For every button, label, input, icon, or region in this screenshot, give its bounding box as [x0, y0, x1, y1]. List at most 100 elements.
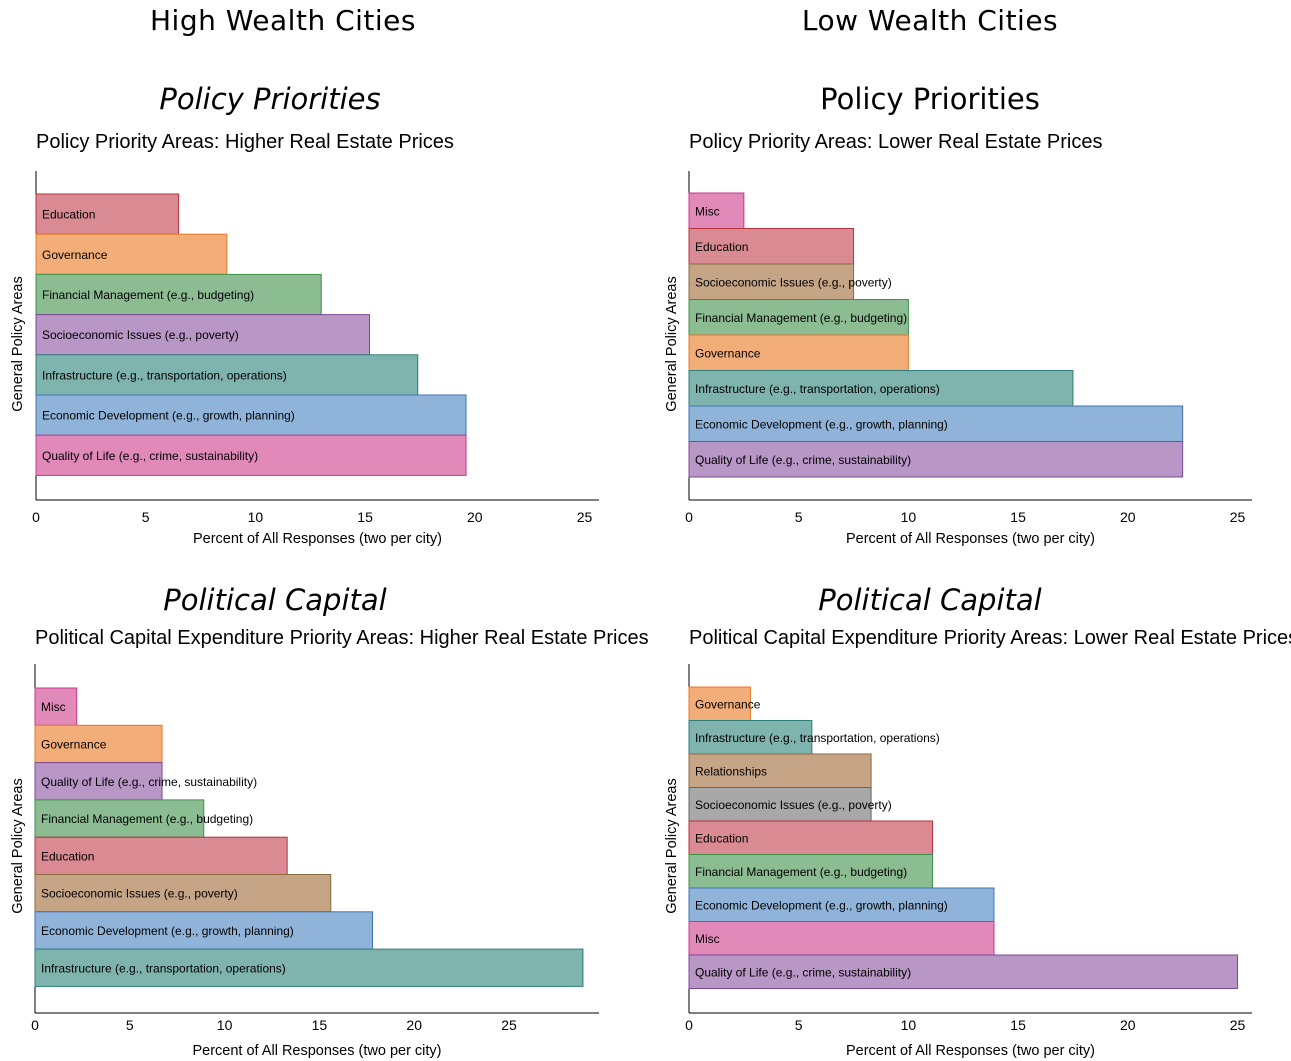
bar-label-4: Financial Management (e.g., budgeting) — [41, 812, 253, 826]
x-tick-label: 20 — [467, 509, 483, 525]
chart-title-2: Policy Priority Areas: Lower Real Estate… — [689, 131, 1103, 153]
bar-label-3: Relationships — [695, 764, 767, 778]
x-tick-label: 25 — [577, 509, 593, 525]
bar-label-1: Misc — [41, 700, 66, 714]
bar-label-7: Economic Development (e.g., growth, plan… — [695, 417, 948, 431]
bar-4 — [688, 787, 872, 822]
bar-label-1: Misc — [695, 204, 720, 218]
bar-label-7: Economic Development (e.g., growth, plan… — [695, 898, 948, 912]
x-tick-label: 5 — [795, 1017, 803, 1033]
bar-9 — [688, 954, 1238, 989]
x-tick-label: 0 — [685, 1017, 693, 1033]
x-tick-label: 20 — [1120, 1017, 1136, 1033]
bar-4 — [688, 299, 909, 336]
bar-label-3: Quality of Life (e.g., crime, sustainabi… — [41, 775, 257, 789]
y-axis-label: General Policy Areas — [664, 276, 680, 411]
bar-6 — [35, 394, 467, 436]
x-axis-label: Percent of All Responses (two per city) — [193, 531, 442, 547]
section-title-policy-priorities-high: Policy Priorities — [159, 82, 381, 116]
x-axis-label: Percent of All Responses (two per city) — [846, 1043, 1095, 1059]
bar-label-6: Economic Development (e.g., growth, plan… — [42, 409, 295, 423]
x-tick-label: 10 — [248, 509, 264, 525]
bar-label-6: Financial Management (e.g., budgeting) — [695, 865, 907, 879]
bar-3 — [688, 263, 855, 300]
x-tick-label: 0 — [685, 509, 693, 525]
x-axis-label: Percent of All Responses (two per city) — [192, 1043, 441, 1059]
bar-4 — [35, 314, 370, 356]
x-tick-label: 25 — [501, 1017, 517, 1033]
bar-label-2: Infrastructure (e.g., transportation, op… — [695, 731, 940, 745]
x-tick-label: 15 — [1010, 1017, 1026, 1033]
bar-label-6: Infrastructure (e.g., transportation, op… — [695, 382, 940, 396]
bar-label-4: Financial Management (e.g., budgeting) — [695, 311, 907, 325]
bar-8 — [688, 441, 1184, 478]
bar-label-8: Quality of Life (e.g., crime, sustainabi… — [695, 453, 911, 467]
bar-7 — [35, 434, 467, 476]
bar-2 — [35, 233, 228, 275]
bar-label-5: Infrastructure (e.g., transportation, op… — [42, 368, 287, 382]
bar-2 — [688, 720, 813, 755]
bar-label-9: Quality of Life (e.g., crime, sustainabi… — [695, 965, 911, 979]
bar-label-3: Financial Management (e.g., budgeting) — [42, 288, 254, 302]
x-tick-label: 10 — [217, 1017, 233, 1033]
bar-label-3: Socioeconomic Issues (e.g., poverty) — [695, 275, 892, 289]
bar-label-5: Education — [695, 831, 748, 845]
x-tick-label: 5 — [795, 509, 803, 525]
bar-3 — [35, 273, 322, 316]
bar-7 — [688, 405, 1184, 442]
x-tick-label: 5 — [142, 509, 150, 525]
bar-1 — [35, 193, 180, 235]
bar-5 — [688, 820, 934, 855]
bar-label-7: Economic Development (e.g., growth, plan… — [41, 924, 294, 938]
bar-label-6: Socioeconomic Issues (e.g., poverty) — [41, 887, 238, 901]
bar-label-7: Quality of Life (e.g., crime, sustainabi… — [42, 449, 258, 463]
x-tick-label: 20 — [406, 1017, 422, 1033]
bar-5 — [35, 354, 419, 396]
x-tick-label: 15 — [357, 509, 373, 525]
x-tick-label: 5 — [126, 1017, 134, 1033]
x-tick-label: 10 — [901, 509, 917, 525]
bar-label-1: Governance — [695, 697, 761, 711]
chart-title-1: Policy Priority Areas: Higher Real Estat… — [36, 131, 454, 153]
chart-title-4: Political Capital Expenditure Priority A… — [689, 627, 1291, 649]
bar-label-1: Education — [42, 208, 95, 222]
x-tick-label: 25 — [1230, 509, 1246, 525]
bar-label-5: Education — [41, 849, 94, 863]
y-axis-label: General Policy Areas — [10, 276, 26, 411]
x-tick-label: 15 — [312, 1017, 328, 1033]
bar-2 — [688, 228, 855, 265]
bar-6 — [34, 874, 332, 913]
section-title-policy-priorities-low: Policy Priorities — [820, 82, 1040, 116]
bar-7 — [688, 887, 995, 922]
bar-6 — [688, 370, 1074, 407]
bar-label-2: Governance — [42, 248, 108, 262]
y-axis-label: General Policy Areas — [10, 778, 26, 913]
x-tick-label: 25 — [1230, 1017, 1246, 1033]
x-axis-label: Percent of All Responses (two per city) — [846, 531, 1095, 547]
bar-1 — [688, 192, 745, 229]
bar-label-2: Education — [695, 240, 748, 254]
bar-5 — [34, 836, 288, 876]
x-tick-label: 10 — [901, 1017, 917, 1033]
bar-label-4: Socioeconomic Issues (e.g., poverty) — [42, 328, 239, 342]
y-axis-label: General Policy Areas — [664, 778, 680, 913]
section-title-political-capital-low: Political Capital — [818, 583, 1042, 617]
bar-label-8: Infrastructure (e.g., transportation, op… — [41, 961, 286, 975]
column-title-low-wealth: Low Wealth Cities — [801, 4, 1059, 37]
x-tick-label: 0 — [31, 1017, 39, 1033]
bar-label-4: Socioeconomic Issues (e.g., poverty) — [695, 798, 892, 812]
bar-label-2: Governance — [41, 737, 107, 751]
bar-label-5: Governance — [695, 346, 761, 360]
bar-2 — [34, 724, 163, 764]
bar-8 — [34, 948, 584, 987]
bar-1 — [688, 686, 751, 721]
column-title-high-wealth: High Wealth Cities — [150, 4, 416, 37]
x-tick-label: 0 — [32, 509, 40, 525]
bar-label-8: Misc — [695, 932, 720, 946]
bar-4 — [34, 799, 205, 838]
x-tick-label: 20 — [1120, 509, 1136, 525]
